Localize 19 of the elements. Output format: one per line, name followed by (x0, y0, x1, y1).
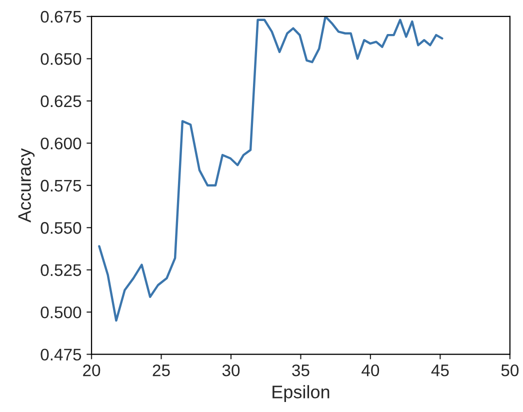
y-tick-label: 0.600 (40, 138, 82, 150)
y-tick-label: 0.675 (40, 10, 82, 23)
y-tick-label: 0.575 (40, 180, 82, 192)
y-tick-label: 0.500 (40, 306, 82, 318)
x-tick-label: 35 (292, 364, 310, 376)
y-tick-label: 0.525 (40, 264, 82, 276)
y-tick-label: 0.550 (40, 222, 82, 234)
line-series (98, 16, 444, 322)
y-tick-label: 0.625 (40, 95, 82, 108)
x-tick-label: 50 (501, 364, 519, 376)
x-tick-label: 30 (222, 364, 240, 376)
x-tick-label: 45 (431, 364, 449, 376)
x-axis-title: Epsilon (272, 385, 330, 402)
x-tick-label: 25 (152, 364, 170, 376)
y-tick-label: 0.475 (40, 348, 82, 361)
y-tick-label: 0.650 (40, 53, 82, 65)
y-axis-title: Accuracy (18, 148, 35, 222)
x-tick-label: 20 (83, 364, 100, 376)
x-tick-label: 40 (362, 364, 380, 376)
